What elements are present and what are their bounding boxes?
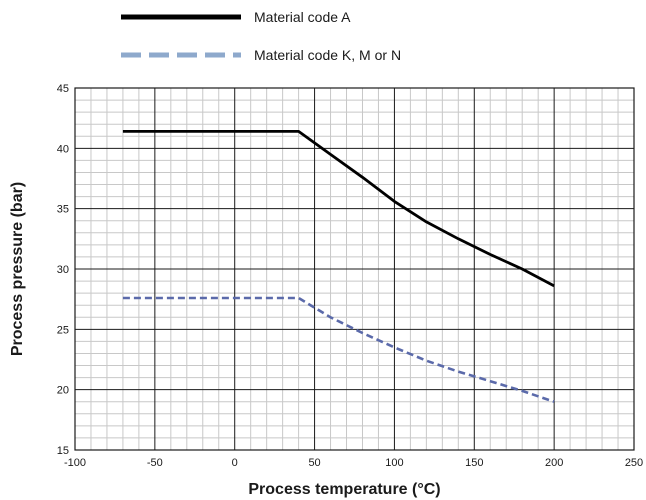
x-tick-label: 250: [625, 457, 643, 469]
legend-label-material-a: Material code A: [254, 9, 351, 25]
x-tick-label: 150: [465, 457, 483, 469]
x-tick-label: -50: [147, 457, 163, 469]
legend-label-material-kmn: Material code K, M or N: [254, 47, 401, 63]
legend: Material code A Material code K, M or N: [121, 9, 401, 63]
y-tick-label: 25: [57, 324, 69, 336]
y-tick-label: 30: [57, 264, 69, 276]
x-tick-label: 100: [385, 457, 403, 469]
x-tick-label: 50: [308, 457, 320, 469]
x-axis-tick-labels: -100 -50 0 50 100 150 200 250: [64, 457, 643, 469]
series-line-1: [122, 296, 555, 403]
series-layer: [122, 129, 555, 403]
series-line-0: [122, 129, 555, 288]
major-grid: [74, 87, 635, 451]
x-tick-label: 0: [232, 457, 238, 469]
y-tick-label: 40: [57, 143, 69, 155]
y-tick-label: 20: [57, 385, 69, 397]
y-tick-label: 45: [57, 83, 69, 95]
y-tick-label: 15: [57, 445, 69, 457]
y-axis-tick-labels: 15 20 25 30 35 40 45: [57, 83, 69, 457]
x-tick-label: 200: [545, 457, 563, 469]
x-axis-title: Process temperature (°C): [248, 481, 440, 498]
y-axis-title: Process pressure (bar): [9, 182, 26, 356]
y-tick-label: 35: [57, 204, 69, 216]
plot-area-frame: [74, 87, 635, 451]
x-tick-label: -100: [64, 457, 86, 469]
